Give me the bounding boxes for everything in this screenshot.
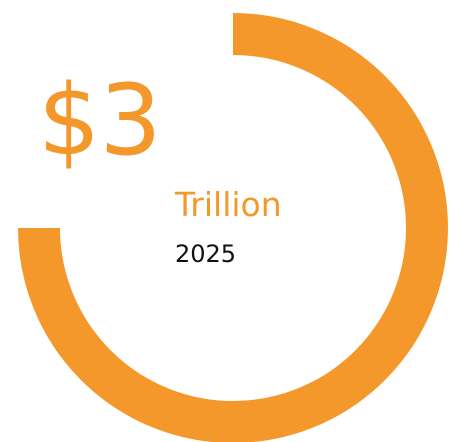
period-label: 2025 [175, 240, 237, 268]
donut-arc [18, 13, 448, 442]
headline-value: $3 [38, 64, 162, 178]
value-unit: Trillion [175, 185, 282, 224]
